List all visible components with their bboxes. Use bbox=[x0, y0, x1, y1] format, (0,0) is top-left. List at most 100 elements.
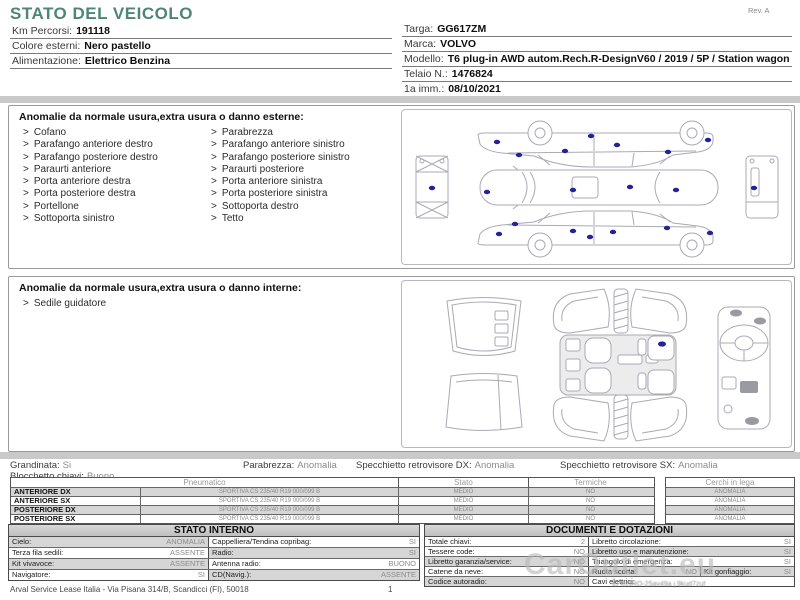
info-row: Modello: T6 plug-in AWD autom.Rech.R-Desi… bbox=[402, 52, 792, 67]
anomaly-item: > Sottoporta destro bbox=[211, 201, 350, 213]
tire-stato: MEDIO bbox=[399, 515, 529, 523]
kv-cell-left: Totale chiavi: 2 bbox=[425, 537, 589, 546]
anomaly-label: Parabrezza bbox=[221, 127, 273, 138]
alloy-wheel-status: ANOMALIA bbox=[666, 505, 794, 514]
bullet-glyph: > bbox=[211, 188, 217, 200]
info-label: Targa: bbox=[404, 22, 434, 35]
bullet-glyph: > bbox=[23, 163, 29, 175]
alloy-wheel-status: ANOMALIA bbox=[666, 496, 794, 505]
kv-value: ASSENTE bbox=[380, 570, 416, 579]
info-value: 1476824 bbox=[451, 67, 493, 80]
info-label: Km Percorsi: bbox=[12, 24, 73, 37]
kv-value: SI bbox=[783, 567, 791, 576]
stato-interno-body: Cielo: ANOMALIA Cappelliera/Tendina coprib… bbox=[9, 537, 419, 580]
anomaly-label: Porta anteriore sinistra bbox=[221, 176, 323, 188]
kv-cell-right: Triangolo di emergenza: SI bbox=[589, 557, 794, 566]
alloy-wheels-body: ANOMALIA ANOMALIA ANOMALIA ANOMALIA bbox=[666, 487, 794, 523]
tire-table-header: Pneumatico Stato Termiche bbox=[11, 478, 654, 487]
tire-stato: MEDIO bbox=[399, 506, 529, 514]
col-header-cerchi: Cerchi in lega bbox=[705, 478, 755, 487]
bullet-glyph: > bbox=[211, 200, 217, 212]
tire-termiche: NO bbox=[586, 507, 595, 513]
info-label: Telaio N.: bbox=[404, 67, 448, 80]
col-header-stato: Stato bbox=[399, 478, 529, 487]
anomaly-item: > Tetto bbox=[211, 213, 350, 225]
kv-value: BUONO bbox=[388, 559, 416, 568]
bullet-glyph: > bbox=[23, 188, 29, 200]
bullet-glyph: > bbox=[23, 127, 29, 138]
tire-stato: MEDIO bbox=[399, 497, 529, 505]
kv-row: Terza fila sedili: ASSENTE Radio: SI bbox=[9, 547, 419, 558]
kv-cell-left: Libretto garanzia/service: NO bbox=[425, 557, 589, 566]
anomaly-item: > Porta anteriore destra bbox=[23, 176, 158, 188]
kv-cell-left: Cielo: ANOMALIA bbox=[9, 537, 209, 547]
bullet-glyph: > bbox=[211, 176, 217, 188]
kv-label: Cielo: bbox=[12, 537, 32, 546]
info-row: Marca: VOLVO bbox=[402, 37, 792, 52]
tire-spec: SPORTIVA CS 235/40 R19 000/099 B bbox=[141, 497, 399, 505]
kv-label: Libretto garanzia/service: bbox=[428, 557, 512, 566]
tire-table-body: ANTERIORE DX SPORTIVA CS 235/40 R19 000/0… bbox=[11, 487, 654, 523]
anomaly-item: > Parafango posteriore destro bbox=[23, 152, 158, 164]
bullet-glyph: > bbox=[211, 139, 217, 151]
tire-row: POSTERIORE DX SPORTIVA CS 235/40 R19 000/… bbox=[11, 505, 654, 514]
page-title: STATO DEL VEICOLO bbox=[10, 4, 193, 23]
bullet-glyph: > bbox=[23, 213, 29, 225]
anomaly-item: > Portellone bbox=[23, 201, 158, 213]
tire-spec: SPORTIVA CS 235/40 R19 000/099 B bbox=[141, 506, 399, 514]
kv-cell-right: Cavi elettrici: bbox=[589, 577, 794, 586]
specchietto-sx-label: Specchietto retrovisore SX: bbox=[560, 460, 676, 471]
anomaly-item: > Porta posteriore sinistra bbox=[211, 188, 350, 200]
anomaly-label: Paraurti anteriore bbox=[33, 163, 112, 175]
kv-cell-left: Codice autoradio: NO bbox=[425, 577, 589, 586]
anomaly-label: Parafango anteriore destro bbox=[33, 139, 153, 151]
kv-row: Catene da neve: NO Ruota scorta: NO Kit gonf… bbox=[425, 566, 794, 576]
anomaly-label: Porta posteriore destra bbox=[33, 188, 136, 200]
kv-cell-left: Catene da neve: NO bbox=[425, 567, 589, 576]
interior-car-diagram bbox=[445, 288, 771, 442]
tire-position: ANTERIORE DX bbox=[11, 488, 141, 496]
info-row: 1a imm.: 08/10/2021 bbox=[402, 82, 792, 97]
kv-value: SI bbox=[408, 548, 416, 557]
bullet-glyph: > bbox=[211, 127, 217, 138]
kv-label: Tessere code: bbox=[428, 547, 475, 556]
documenti-title: DOCUMENTI E DOTAZIONI bbox=[425, 525, 794, 537]
kv-cell-left: Kit vivavoce: ASSENTE bbox=[9, 559, 209, 569]
specchietto-dx-value: Anomalia bbox=[474, 460, 515, 471]
info-value: Elettrico Benzina bbox=[84, 54, 171, 67]
info-label: Marca: bbox=[404, 37, 437, 50]
kv-label: Ruota scorta: bbox=[592, 567, 637, 576]
car-side-view-bottom bbox=[477, 210, 714, 258]
kv-value: NO bbox=[685, 567, 697, 576]
exterior-diagram-box bbox=[401, 109, 792, 265]
tire-row: ANTERIORE SX SPORTIVA CS 235/40 R19 000/0… bbox=[11, 496, 654, 505]
info-value: T6 plug-in AWD autom.Rech.R-DesignV60 / … bbox=[447, 52, 790, 65]
kv-cell-right: Ruota scorta: NO bbox=[589, 567, 701, 576]
kv-value: SI bbox=[783, 547, 791, 556]
stato-interno-panel: STATO INTERNO Cielo: ANOMALIA Cappelliera/… bbox=[8, 524, 420, 581]
exterior-anomaly-list-left: > Cofano > Parafango anteriore destro > Paraf… bbox=[23, 127, 158, 225]
anomaly-item: > Sedile guidatore bbox=[23, 298, 106, 310]
vehicle-info-right: Targa: GG617ZM Marca: VOLVO Modello: T6 plug-… bbox=[402, 22, 792, 97]
specchietto-dx-status: Specchietto retrovisore DX: Anomalia bbox=[356, 460, 514, 471]
anomaly-item: > Porta posteriore destra bbox=[23, 188, 158, 200]
kv-value: SI bbox=[783, 557, 791, 566]
blocchetto-value: Buono bbox=[87, 471, 114, 482]
car-front-view bbox=[415, 155, 449, 219]
exterior-heading: Anomalie da normale usura,extra usura o … bbox=[19, 111, 304, 123]
anomaly-label: Parafango posteriore destro bbox=[33, 151, 158, 163]
kv-cell-right: Libretto uso e manutenzione: SI bbox=[589, 547, 794, 556]
kv-label: Kit vivavoce: bbox=[12, 559, 55, 568]
documenti-body: Totale chiavi: 2 Libretto circolazione: SI T… bbox=[425, 537, 794, 586]
anomaly-label: Porta anteriore destra bbox=[33, 176, 131, 188]
anomaly-label: Parafango anteriore sinistro bbox=[221, 139, 345, 151]
tire-table: Pneumatico Stato Termiche ANTERIORE DX SP… bbox=[10, 477, 655, 524]
separator-bar-top bbox=[0, 96, 800, 103]
cabin-view bbox=[552, 288, 688, 442]
kv-label: Libretto circolazione: bbox=[592, 537, 661, 546]
interior-diagram-box bbox=[401, 280, 792, 448]
kv-label: Totale chiavi: bbox=[428, 537, 472, 546]
anomaly-item: > Paraurti anteriore bbox=[23, 164, 158, 176]
kv-cell-right-split: Ruota scorta: NO Kit gonfiaggio: SI bbox=[589, 567, 794, 576]
kv-cell-right: Antenna radio: BUONO bbox=[209, 559, 419, 569]
